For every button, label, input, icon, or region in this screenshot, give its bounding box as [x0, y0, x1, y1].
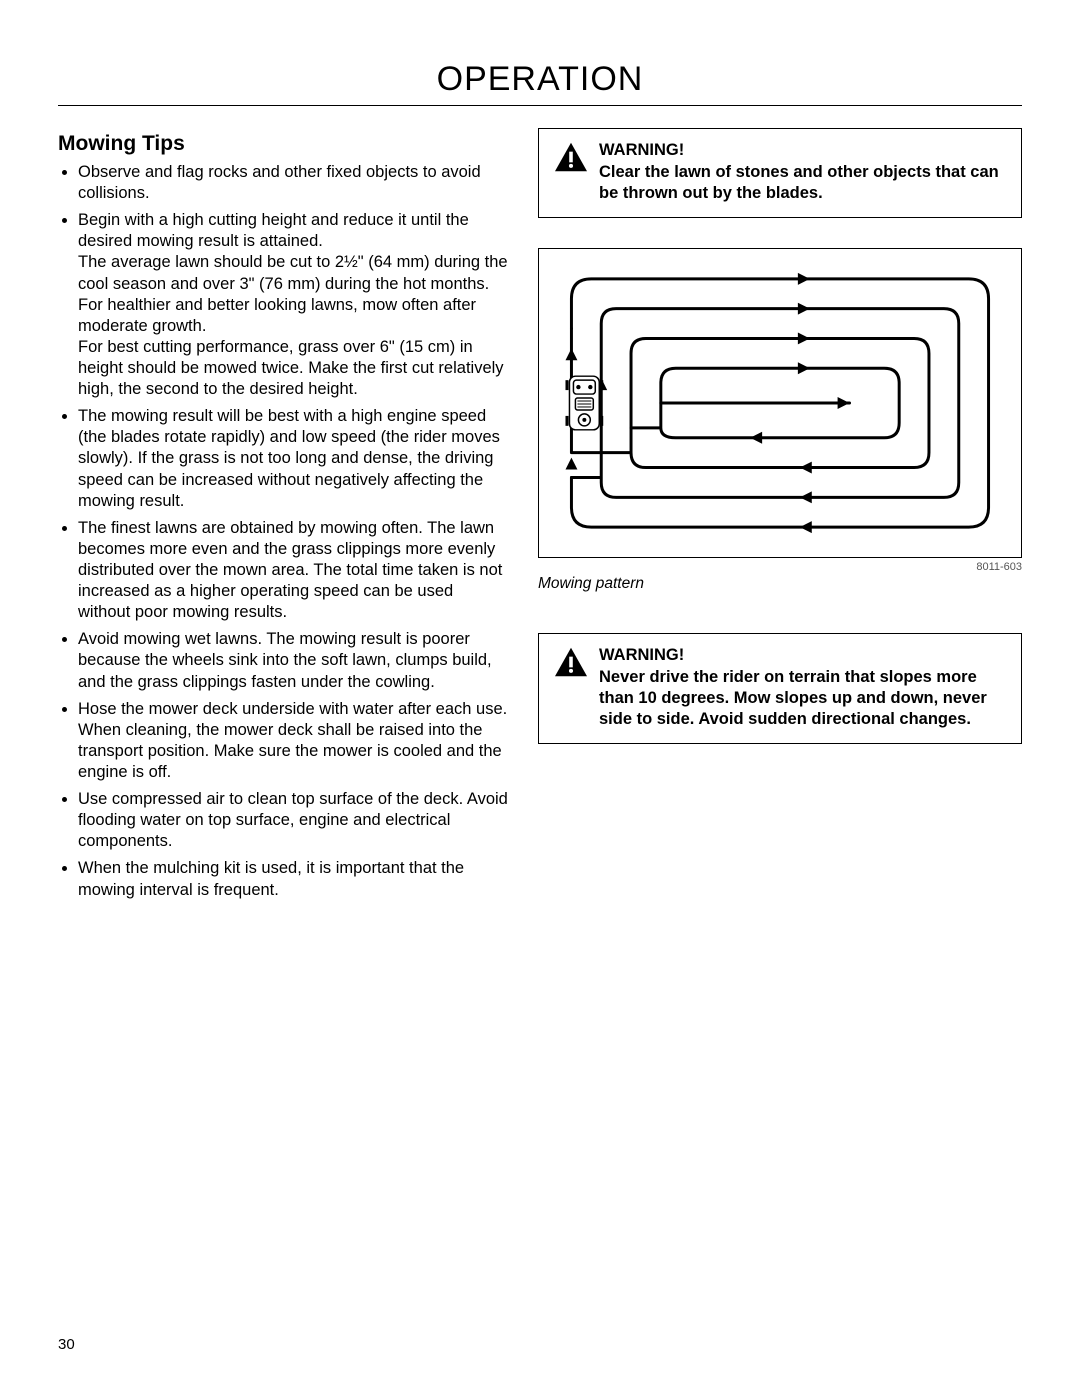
- warning-triangle-icon: [553, 646, 589, 678]
- tip-text: When the mulching kit is used, it is imp…: [78, 859, 464, 898]
- page-number: 30: [58, 1336, 75, 1353]
- tip-item: Begin with a high cutting height and red…: [78, 210, 510, 400]
- tips-list: Observe and flag rocks and other fixed o…: [58, 162, 510, 901]
- tip-text: Observe and flag rocks and other fixed o…: [78, 163, 481, 202]
- rider-mower-icon: [565, 376, 603, 430]
- tip-text: The finest lawns are obtained by mowing …: [78, 519, 502, 621]
- warning-box-stones: WARNING! Clear the lawn of stones and ot…: [538, 128, 1022, 218]
- warning-body: Clear the lawn of stones and other objec…: [599, 162, 1007, 203]
- figure-id: 8011-603: [538, 561, 1022, 573]
- figure-caption: Mowing pattern: [538, 575, 1022, 593]
- right-column: WARNING! Clear the lawn of stones and ot…: [538, 128, 1022, 907]
- warning-box-slopes: WARNING! Never drive the rider on terrai…: [538, 633, 1022, 744]
- warning-text-block: WARNING! Never drive the rider on terrai…: [599, 646, 1007, 729]
- tip-item: Use compressed air to clean top surface …: [78, 789, 510, 852]
- warning-inner: WARNING! Clear the lawn of stones and ot…: [553, 141, 1007, 203]
- warning-body: Never drive the rider on terrain that sl…: [599, 667, 1007, 729]
- mowing-pattern-svg: [549, 259, 1011, 547]
- tip-text: Hose the mower deck underside with water…: [78, 700, 507, 781]
- title-rule: OPERATION: [58, 60, 1022, 106]
- tip-item: When the mulching kit is used, it is imp…: [78, 858, 510, 900]
- tip-text: Begin with a high cutting height and red…: [78, 211, 469, 250]
- manual-page: OPERATION Mowing Tips Observe and flag r…: [0, 0, 1080, 1397]
- warning-title: WARNING!: [599, 141, 1007, 160]
- tip-text: Use compressed air to clean top surface …: [78, 790, 508, 850]
- section-heading-mowing-tips: Mowing Tips: [58, 132, 510, 156]
- warning-text-block: WARNING! Clear the lawn of stones and ot…: [599, 141, 1007, 203]
- two-column-layout: Mowing Tips Observe and flag rocks and o…: [58, 128, 1022, 907]
- warning-triangle-icon: [553, 141, 589, 173]
- tip-subtext: For best cutting performance, grass over…: [78, 337, 510, 400]
- tip-subtext: The average lawn should be cut to 2½" (6…: [78, 252, 510, 336]
- tip-item: The mowing result will be best with a hi…: [78, 406, 510, 512]
- warning-inner: WARNING! Never drive the rider on terrai…: [553, 646, 1007, 729]
- warning-title: WARNING!: [599, 646, 1007, 665]
- tip-item: Observe and flag rocks and other fixed o…: [78, 162, 510, 204]
- mowing-pattern-figure: [538, 248, 1022, 558]
- tip-item: Avoid mowing wet lawns. The mowing resul…: [78, 629, 510, 692]
- tip-item: The finest lawns are obtained by mowing …: [78, 518, 510, 624]
- tip-text: Avoid mowing wet lawns. The mowing resul…: [78, 630, 492, 690]
- page-title: OPERATION: [58, 60, 1022, 105]
- left-column: Mowing Tips Observe and flag rocks and o…: [58, 128, 510, 907]
- tip-text: The mowing result will be best with a hi…: [78, 407, 500, 509]
- tip-item: Hose the mower deck underside with water…: [78, 699, 510, 783]
